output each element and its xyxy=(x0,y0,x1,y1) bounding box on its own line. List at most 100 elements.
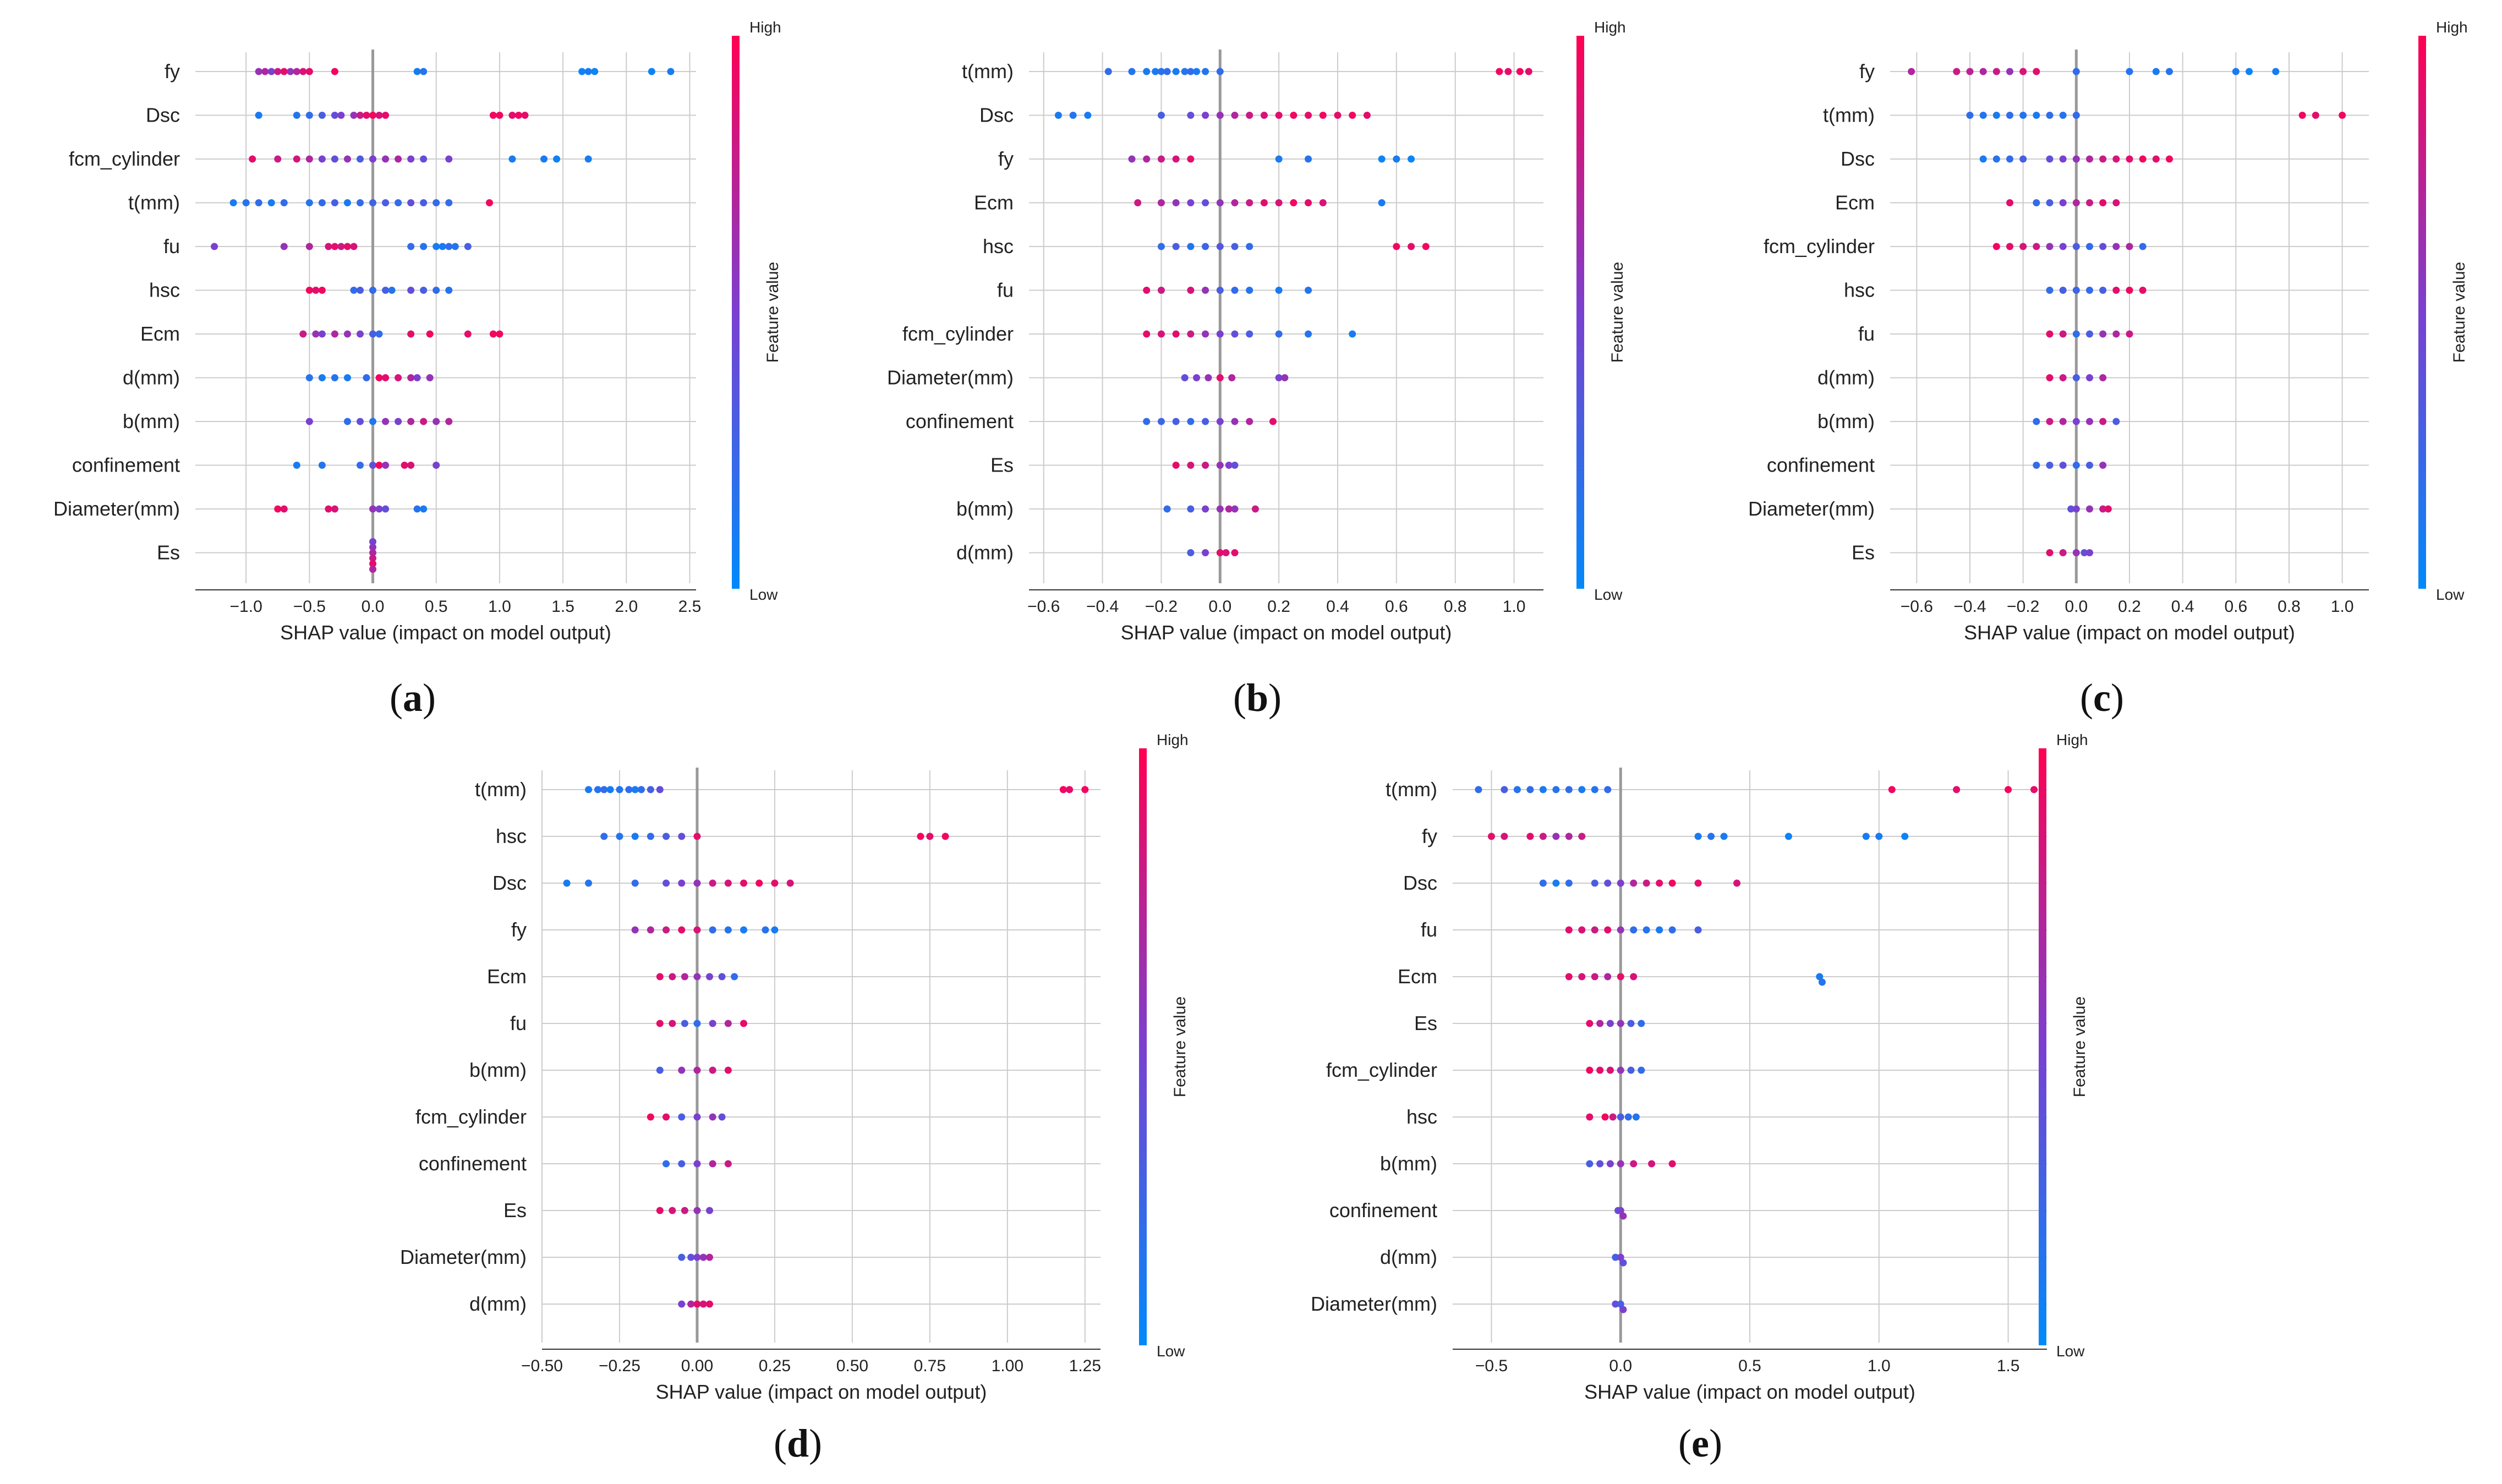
shap-point xyxy=(382,287,390,294)
shap-point xyxy=(432,287,440,294)
feature-label: Diameter(mm) xyxy=(53,497,180,520)
feature-label: Diameter(mm) xyxy=(400,1246,527,1268)
shap-point xyxy=(1487,833,1495,840)
shap-point xyxy=(2046,199,2054,206)
shap-point xyxy=(2099,287,2107,294)
shap-point xyxy=(325,243,332,250)
x-tick-label: 0.75 xyxy=(914,1357,946,1375)
shap-point xyxy=(1606,1020,1614,1027)
shap-point xyxy=(388,287,396,294)
shap-point xyxy=(1525,68,1532,75)
feature-label: confinement xyxy=(1329,1199,1437,1222)
shap-point xyxy=(1586,1066,1594,1074)
shap-point xyxy=(656,973,664,981)
shap-point xyxy=(2298,112,2306,119)
shap-point xyxy=(305,199,313,206)
shap-point xyxy=(521,112,529,119)
shap-point xyxy=(731,973,738,981)
shap-point xyxy=(445,243,453,250)
x-tick-label: 0.0 xyxy=(1208,598,1231,616)
shap-point xyxy=(678,1300,686,1308)
shap-point xyxy=(1163,68,1171,75)
panel-c: −0.6 −0.4 −0.2 0.0 0.2 0.4 0.6 0.8 1.0 SHAP value… xyxy=(1748,19,2468,644)
shap-point xyxy=(1202,287,1209,294)
shap-point xyxy=(584,68,592,75)
shap-point xyxy=(1617,1253,1624,1261)
shap-point xyxy=(2033,68,2040,75)
shap-point xyxy=(1172,68,1180,75)
shap-point xyxy=(445,199,453,206)
shap-point xyxy=(413,68,421,75)
shap-point xyxy=(2030,786,2038,793)
shap-point xyxy=(1501,833,1508,840)
x-tick-label: −0.4 xyxy=(1086,598,1119,616)
feature-label: Ecm xyxy=(487,965,527,988)
shap-point xyxy=(740,926,748,934)
shap-point xyxy=(1059,786,1067,793)
shap-point xyxy=(1305,330,1312,338)
shap-point xyxy=(1816,973,1824,981)
shap-point xyxy=(401,462,408,469)
shap-point xyxy=(724,1066,732,1074)
shap-point xyxy=(1953,786,1961,793)
shap-point xyxy=(1202,68,1209,75)
shap-point xyxy=(1172,330,1180,338)
shap-point xyxy=(2059,330,2067,338)
shap-point xyxy=(356,287,364,294)
shap-point xyxy=(678,879,686,887)
shap-point xyxy=(432,199,440,206)
shap-point xyxy=(1104,68,1112,75)
shap-point xyxy=(2046,374,2054,381)
shap-point xyxy=(648,68,655,75)
shap-point xyxy=(1152,68,1159,75)
shap-point xyxy=(280,199,288,206)
shap-point xyxy=(420,287,428,294)
shap-point xyxy=(1143,287,1151,294)
shap-point xyxy=(1668,926,1676,934)
shap-point xyxy=(1157,155,1165,163)
shap-point xyxy=(2072,68,2080,75)
shap-point xyxy=(255,68,262,75)
shap-point xyxy=(2006,199,2013,206)
shap-point xyxy=(2086,374,2093,381)
shap-point xyxy=(299,68,307,75)
feature-label: fy xyxy=(1859,60,1875,83)
shap-point xyxy=(242,199,250,206)
shap-point xyxy=(667,68,675,75)
shap-point xyxy=(2046,549,2054,556)
feature-label: fy xyxy=(1422,825,1437,847)
shap-point xyxy=(1552,786,1560,793)
shap-point xyxy=(709,1020,716,1027)
x-tick-label: 0.25 xyxy=(759,1357,791,1375)
panel-a: −1.0 −0.5 0.0 0.5 1.0 1.5 2.0 2.5 SHAP value (im… xyxy=(53,19,782,644)
shap-point xyxy=(407,374,415,381)
shap-point xyxy=(432,418,440,425)
shap-point xyxy=(305,243,313,250)
x-tick-label: 0.0 xyxy=(1609,1357,1632,1375)
shap-point xyxy=(2072,462,2080,469)
shap-point xyxy=(407,462,415,469)
shap-point xyxy=(1231,243,1239,250)
shap-point xyxy=(356,330,364,338)
shap-point xyxy=(1225,505,1233,513)
shap-point xyxy=(2232,68,2240,75)
shap-point xyxy=(1172,243,1180,250)
shap-point xyxy=(678,1113,686,1121)
feature-label: fcm_cylinder xyxy=(415,1105,527,1128)
shap-point xyxy=(1275,155,1283,163)
shap-point xyxy=(1172,155,1180,163)
shap-point xyxy=(343,243,351,250)
shap-point xyxy=(420,199,428,206)
shap-point xyxy=(709,1160,716,1168)
shap-point xyxy=(1216,112,1224,119)
shap-point xyxy=(1216,418,1224,425)
shap-point xyxy=(709,926,716,934)
colorbar-high-label: High xyxy=(1157,731,1189,748)
shap-point xyxy=(1643,879,1650,887)
shap-point xyxy=(382,374,390,381)
feature-label: Dsc xyxy=(146,104,180,127)
shap-point xyxy=(678,1253,686,1261)
shap-point xyxy=(2099,199,2107,206)
shap-point xyxy=(2126,243,2133,250)
shap-point xyxy=(1591,786,1598,793)
